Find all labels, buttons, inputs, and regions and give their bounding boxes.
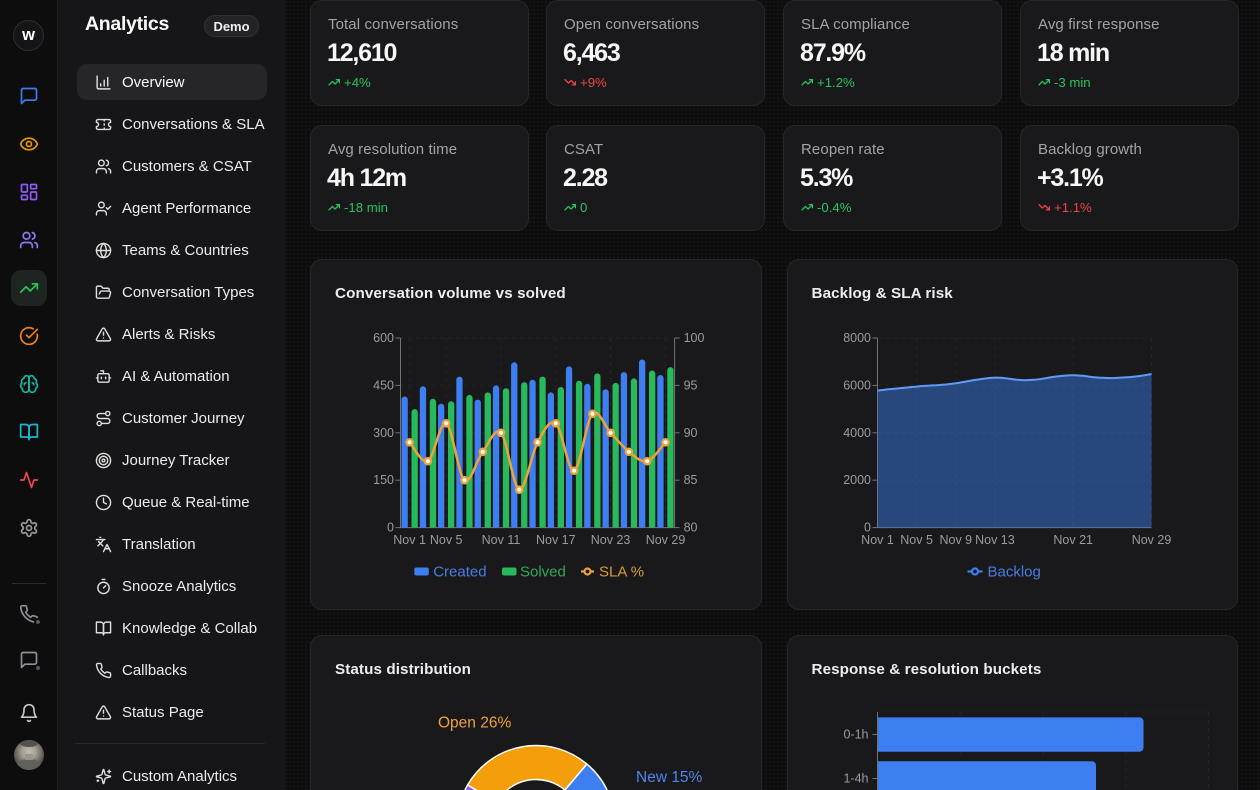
svg-text:1-4h: 1-4h [843,772,868,786]
svg-text:Nov 21: Nov 21 [1053,533,1093,547]
svg-text:4000: 4000 [843,426,871,440]
svg-text:95: 95 [684,378,698,392]
svg-text:Nov 5: Nov 5 [430,533,463,547]
svg-text:0: 0 [387,521,394,535]
svg-text:Nov 9: Nov 9 [939,533,972,547]
svg-text:300: 300 [373,426,394,440]
svg-text:8000: 8000 [843,331,871,345]
svg-text:Nov 11: Nov 11 [482,533,521,547]
svg-text:New 15%: New 15% [636,769,703,786]
svg-text:Nov 29: Nov 29 [646,533,686,547]
svg-text:85: 85 [684,473,698,487]
svg-text:90: 90 [684,426,698,440]
svg-text:0: 0 [864,521,871,535]
svg-text:Nov 1: Nov 1 [861,533,894,547]
svg-text:Nov 29: Nov 29 [1131,533,1171,547]
svg-text:0-1h: 0-1h [843,728,868,742]
svg-text:80: 80 [684,521,698,535]
svg-text:Nov 5: Nov 5 [900,533,933,547]
svg-text:Nov 23: Nov 23 [591,533,631,547]
svg-text:2000: 2000 [843,473,871,487]
svg-text:600: 600 [373,331,394,345]
svg-text:150: 150 [373,473,394,487]
svg-text:Created: Created [433,564,486,581]
svg-text:Backlog: Backlog [987,564,1040,581]
svg-text:100: 100 [684,331,705,345]
svg-text:6000: 6000 [843,378,871,392]
svg-text:Solved: Solved [520,564,566,581]
svg-text:SLA %: SLA % [599,564,644,581]
svg-text:Open 26%: Open 26% [438,715,511,732]
svg-text:Nov 1: Nov 1 [393,533,426,547]
svg-text:Nov 17: Nov 17 [536,533,576,547]
svg-text:Nov 13: Nov 13 [975,533,1015,547]
svg-text:450: 450 [373,378,394,392]
